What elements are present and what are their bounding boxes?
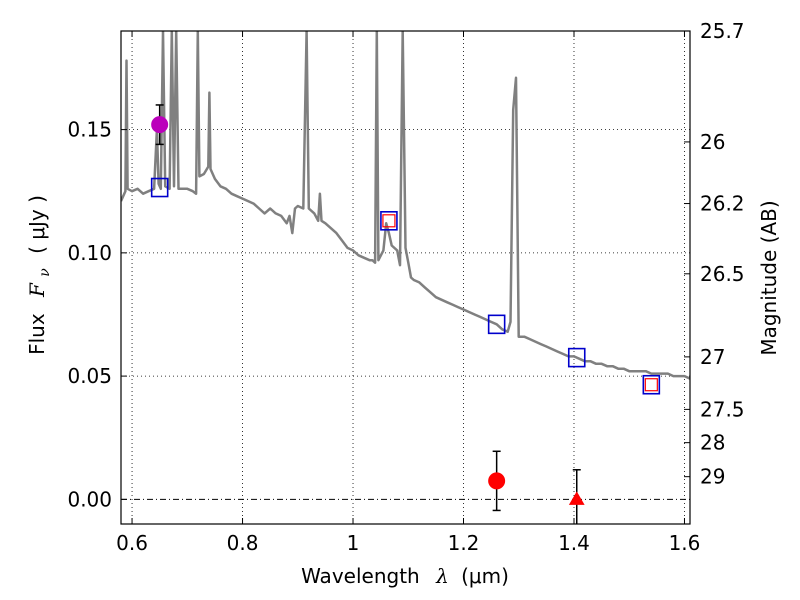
y2-tick-label: 26: [700, 130, 725, 154]
y-tick-label: 0.15: [67, 118, 112, 142]
x-axis-label-symbol: λ: [435, 564, 449, 588]
model-box-inner: [644, 378, 658, 392]
observed-marker: [488, 472, 506, 490]
observed-marker: [151, 116, 169, 134]
x-tick-label: 1.6: [669, 531, 701, 555]
x-axis-label-unit: (μm): [461, 564, 509, 588]
y2-tick-label: 26.2: [700, 192, 745, 216]
x-axis-label-text: Wavelength: [301, 564, 420, 588]
grid: [121, 31, 690, 524]
y-axis-label: Flux F ν ( μJy ): [25, 195, 54, 355]
y2-tick-label: 27.5: [700, 397, 745, 421]
x-tick-label: 1: [347, 531, 360, 555]
x-ticks: 0.6 0.8 1 1.2 1.4 1.6: [116, 31, 700, 555]
observed-points: [151, 104, 585, 524]
y2-tick-label: 25.7: [700, 19, 745, 43]
y2-tick-label: 28: [700, 431, 725, 455]
model-box: [567, 347, 586, 368]
y2-ticks: 25.7 26 26.2 26.5 27 27.5 28 29: [684, 19, 745, 489]
x-tick-label: 0.6: [116, 531, 148, 555]
model-points: [150, 177, 661, 395]
y-ticks: 0.00 0.05 0.10 0.15: [67, 118, 127, 511]
y2-tick-label: 26.5: [700, 262, 745, 286]
x-tick-label: 1.4: [558, 531, 590, 555]
spectrum-line: [121, 31, 690, 380]
y-tick-label: 0.05: [67, 364, 112, 388]
x-axis-label: Wavelength λ (μm): [301, 564, 509, 588]
observed-marker-upper-limit: [568, 491, 585, 505]
y2-tick-label: 27: [700, 345, 725, 369]
y-tick-label: 0.10: [67, 241, 112, 265]
y-axis-label-text: Flux: [25, 313, 49, 355]
model-box: [642, 374, 661, 395]
y-axis-label-symbol: F: [25, 282, 49, 298]
plot-frame: [120, 30, 691, 525]
model-box: [487, 314, 506, 335]
y-axis-label-sub: ν: [37, 268, 53, 277]
y2-axis-label: Magnitude (AB): [757, 200, 781, 355]
y-tick-label: 0.00: [67, 487, 112, 511]
model-box: [380, 211, 398, 231]
x-tick-label: 1.2: [448, 531, 480, 555]
y-axis-label-unit: ( μJy ): [25, 195, 49, 254]
x-tick-label: 0.8: [227, 531, 259, 555]
model-box: [150, 177, 169, 198]
y2-tick-label: 29: [700, 465, 725, 489]
model-box-inner: [382, 214, 396, 228]
